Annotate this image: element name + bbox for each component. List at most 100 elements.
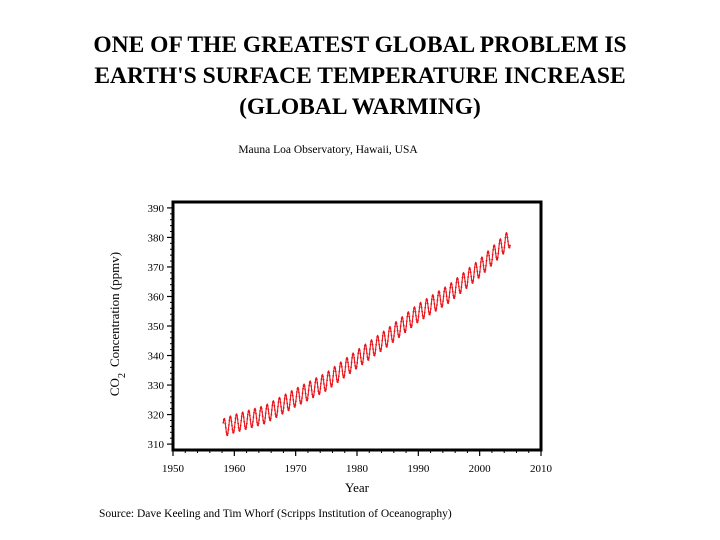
co2-data-point (436, 299, 439, 302)
co2-data-point (253, 411, 255, 414)
co2-data-point (479, 261, 482, 263)
y-tick-label: 320 (148, 410, 165, 422)
co2-data-point (280, 409, 283, 412)
co2-data-point (316, 386, 319, 389)
co2-data-point (353, 361, 356, 363)
co2-data-point (365, 348, 368, 350)
co2-data-point (461, 276, 464, 279)
co2-data-point (295, 391, 298, 393)
co2-data-point (322, 378, 325, 381)
co2-data-point (279, 398, 281, 401)
co2-data-point (450, 283, 453, 286)
co2-data-point (340, 365, 343, 368)
co2-data-point (403, 328, 406, 331)
co2-data-point (261, 415, 264, 418)
co2-data-point (236, 418, 239, 421)
co2-data-point (442, 300, 444, 303)
co2-data-point (455, 281, 458, 284)
co2-data-point (350, 361, 353, 364)
co2-data-point (408, 315, 411, 318)
co2-data-point (479, 265, 482, 268)
co2-data-point (481, 257, 484, 260)
co2-data-point (396, 329, 399, 332)
co2-data-point (334, 367, 337, 370)
co2-data-point (453, 295, 456, 298)
co2-data-point (340, 362, 343, 365)
co2-data-point (260, 407, 263, 410)
co2-data-point (289, 398, 292, 401)
co2-data-point (361, 361, 364, 364)
co2-series-line (222, 231, 511, 437)
co2-data-point (454, 291, 457, 294)
co2-data-point (343, 374, 346, 377)
co2-data-point (478, 274, 481, 277)
co2-data-point (387, 335, 390, 337)
co2-data-point (303, 383, 305, 386)
co2-data-point (272, 401, 275, 404)
co2-data-point (426, 299, 429, 302)
co2-data-point (415, 318, 418, 321)
co2-data-point (390, 330, 392, 333)
co2-data-point (378, 343, 381, 346)
co2-data-point (324, 390, 327, 392)
x-tick-label: 2010 (530, 463, 553, 475)
co2-data-point (362, 357, 365, 360)
co2-data-point (368, 357, 370, 359)
co2-data-point (485, 264, 487, 267)
co2-data-point (367, 359, 370, 361)
co2-data-point (466, 285, 468, 287)
co2-data-point (288, 407, 291, 410)
co2-data-point (276, 410, 279, 413)
co2-data-point (315, 378, 318, 381)
co2-data-point (383, 331, 386, 334)
co2-data-point (433, 306, 436, 309)
co2-data-point (476, 274, 479, 277)
co2-data-point (483, 268, 485, 271)
x-tick-label: 1980 (346, 463, 369, 475)
co2-data-point (441, 306, 443, 308)
co2-data-point (264, 412, 267, 415)
co2-data-point (488, 258, 491, 261)
co2-data-point (326, 379, 328, 382)
co2-data-point (344, 370, 346, 373)
co2-data-point (292, 403, 295, 405)
co2-data-point (440, 303, 442, 305)
co2-data-point (354, 365, 357, 367)
co2-data-point (381, 339, 384, 342)
co2-data-point (435, 309, 437, 312)
co2-data-point (255, 417, 258, 419)
co2-data-point (297, 388, 300, 391)
co2-data-point (243, 424, 246, 427)
co2-data-point (429, 311, 432, 314)
co2-data-point (356, 357, 359, 359)
co2-data-point (252, 420, 254, 423)
co2-data-point (464, 280, 466, 283)
co2-data-point (321, 374, 324, 376)
co2-data-point (384, 339, 387, 342)
y-tick-label: 370 (148, 262, 165, 274)
co2-data-point (484, 271, 486, 273)
co2-data-point (371, 340, 373, 343)
co2-data-point (363, 348, 366, 350)
co2-data-point (492, 248, 495, 251)
y-axis-label: CO2 Concentration (ppmv) (107, 252, 128, 396)
y-tick-label: 330 (148, 380, 165, 392)
co2-data-point (366, 356, 369, 359)
co2-data-point (261, 410, 264, 413)
co2-chart: 1950 1960 1970 1980 1990 2000 2010 310 320 330 340… (107, 200, 553, 495)
x-tick-label: 1950 (162, 463, 185, 475)
co2-data-point (465, 287, 468, 289)
co2-data-point (393, 335, 395, 337)
co2-data-point (313, 385, 316, 388)
co2-data-point (273, 404, 276, 407)
co2-data-point (348, 369, 350, 372)
co2-data-point (282, 410, 284, 413)
co2-data-point (223, 419, 226, 422)
co2-data-point (286, 406, 289, 409)
x-tick-label: 1990 (407, 463, 430, 475)
co2-data-point (472, 280, 475, 282)
co2-data-point (249, 423, 252, 425)
co2-data-point (433, 302, 436, 305)
co2-data-point (234, 417, 237, 420)
x-axis-label: Year (345, 480, 370, 495)
